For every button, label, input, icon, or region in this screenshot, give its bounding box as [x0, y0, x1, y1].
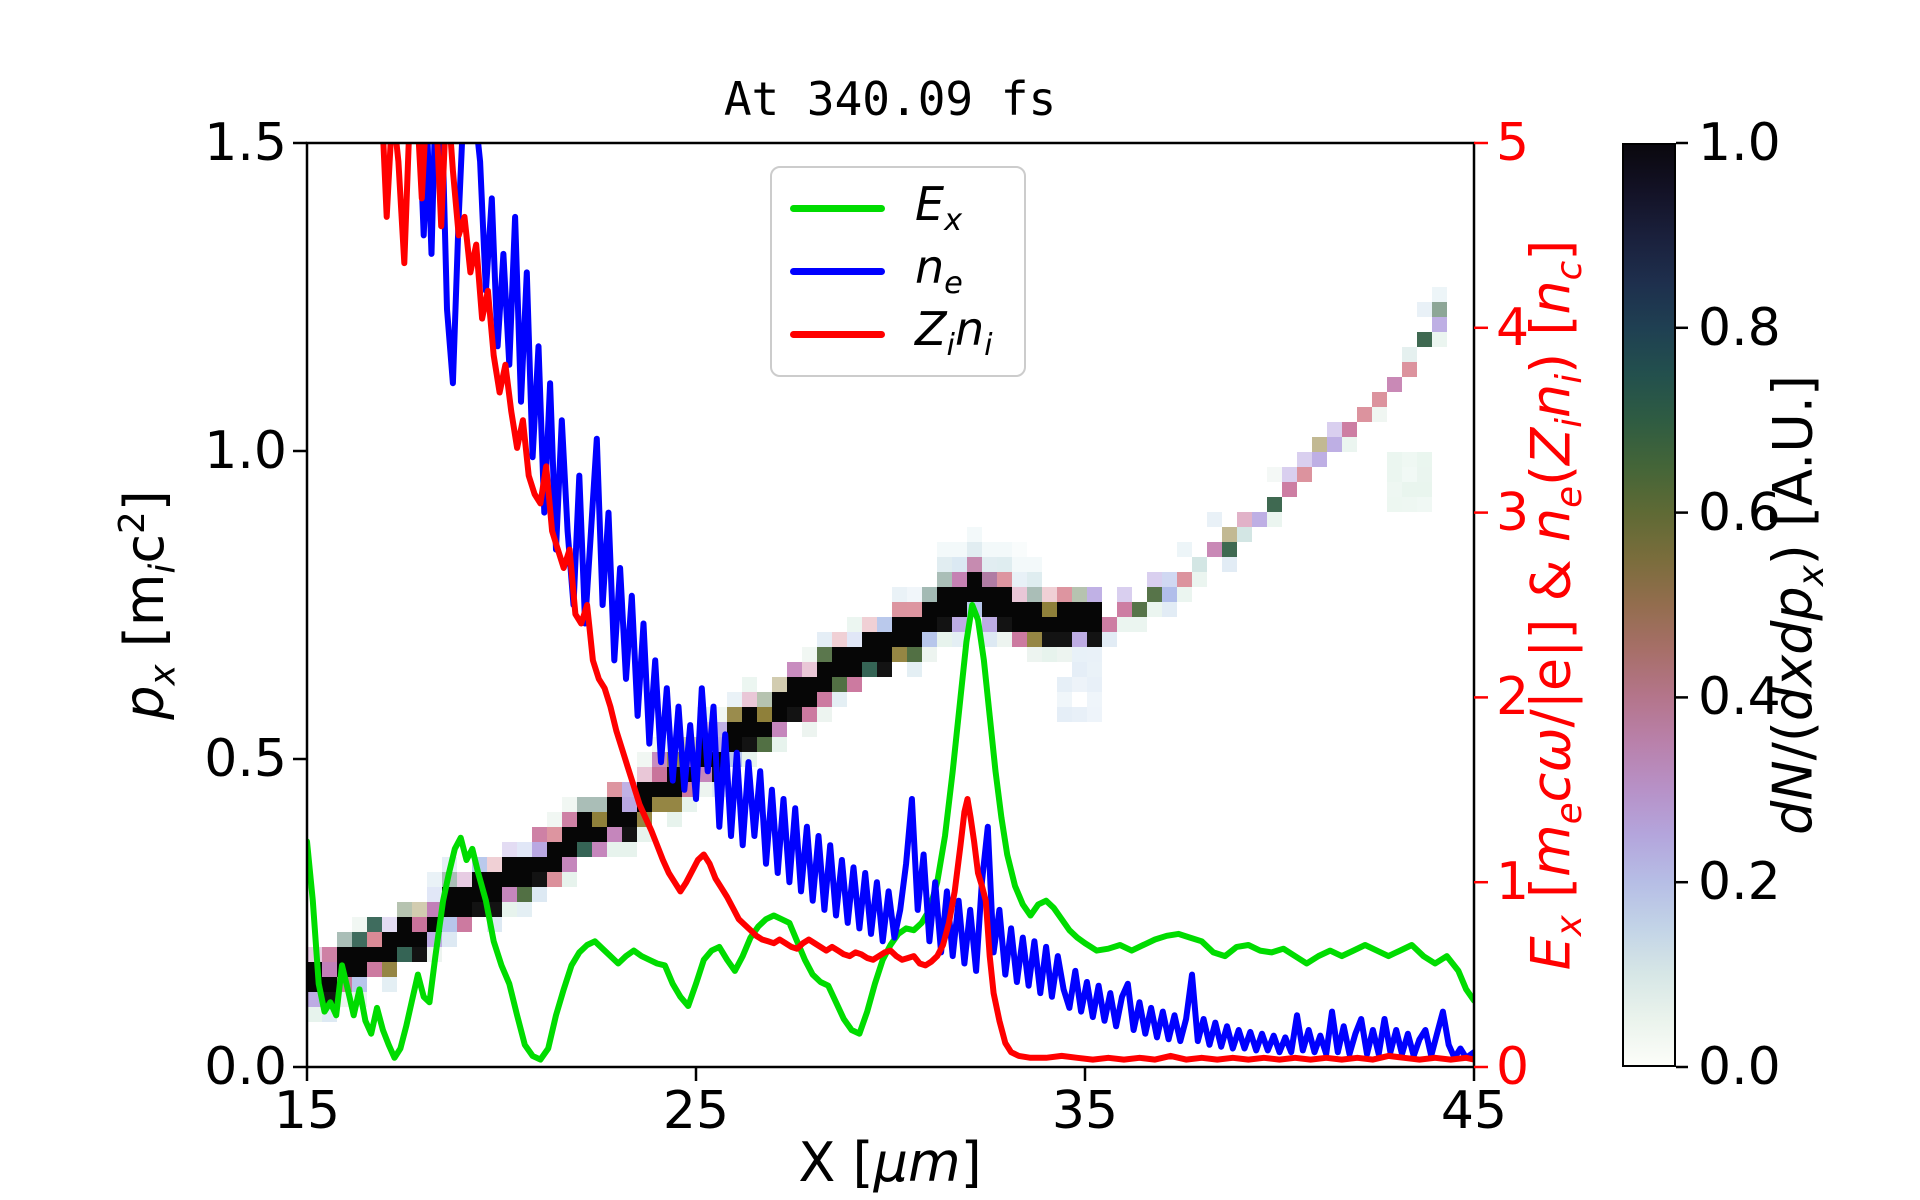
plot-title: At 340.09 fs [723, 72, 1057, 126]
x-tick-label: 25 [662, 1081, 730, 1141]
right-y-axis-label: Ex [mecω/|e|] & ne(Zini) [nc] [1519, 239, 1591, 971]
right-y-tick-label: 5 [1496, 113, 1530, 173]
series-z_i-n_i [380, 143, 1474, 1063]
legend-entry: Ex [790, 181, 1014, 237]
colorbar-label: dN/(dxdpx) [A.U.] [1761, 374, 1833, 836]
colorbar-tick-label: 1.0 [1698, 113, 1781, 173]
x-tick-label: 35 [1051, 1081, 1119, 1141]
legend-line-sample [790, 267, 885, 275]
series-n_e [417, 143, 1474, 1061]
right-y-tick-label: 1 [1496, 852, 1530, 913]
right-y-tick-label: 4 [1496, 297, 1530, 358]
right-y-tick-label: 2 [1496, 667, 1530, 728]
tick-marks [293, 141, 1688, 1081]
right-y-tick-label: 0 [1496, 1037, 1530, 1097]
legend: Ex ne Zini [770, 166, 1026, 377]
colorbar-tick-label: 0.2 [1698, 852, 1781, 913]
legend-entry: Zini [790, 306, 1014, 362]
legend-entry-label: ne [915, 239, 963, 301]
left-y-tick-label: 1.0 [204, 421, 287, 481]
x-axis-label: X [μm] [798, 1131, 982, 1194]
legend-entry: ne [790, 244, 1014, 300]
right-y-tick-label: 3 [1496, 482, 1530, 543]
colorbar-tick-label: 0.8 [1698, 297, 1781, 358]
legend-entry-label: Ex [915, 177, 963, 239]
line-series [307, 143, 1474, 1063]
left-y-axis-label: px [mic2] [111, 490, 184, 720]
series-e_x [307, 602, 1474, 1063]
legend-entry-label: Zini [915, 302, 993, 364]
colorbar-tick-label: 0.0 [1698, 1037, 1781, 1097]
legend-line-sample [790, 205, 885, 213]
x-tick-label: 15 [273, 1081, 341, 1141]
left-y-tick-label: 1.5 [204, 113, 287, 173]
left-y-tick-label: 0.0 [204, 1037, 287, 1097]
left-y-tick-label: 0.5 [204, 729, 287, 789]
colorbar [1622, 143, 1676, 1067]
legend-line-sample [790, 330, 885, 338]
colorbar-tick-label: 0.4 [1698, 667, 1781, 728]
x-tick-label: 45 [1440, 1081, 1508, 1141]
plot-border [305, 141, 1476, 1069]
colorbar-tick-label: 0.6 [1698, 482, 1781, 543]
